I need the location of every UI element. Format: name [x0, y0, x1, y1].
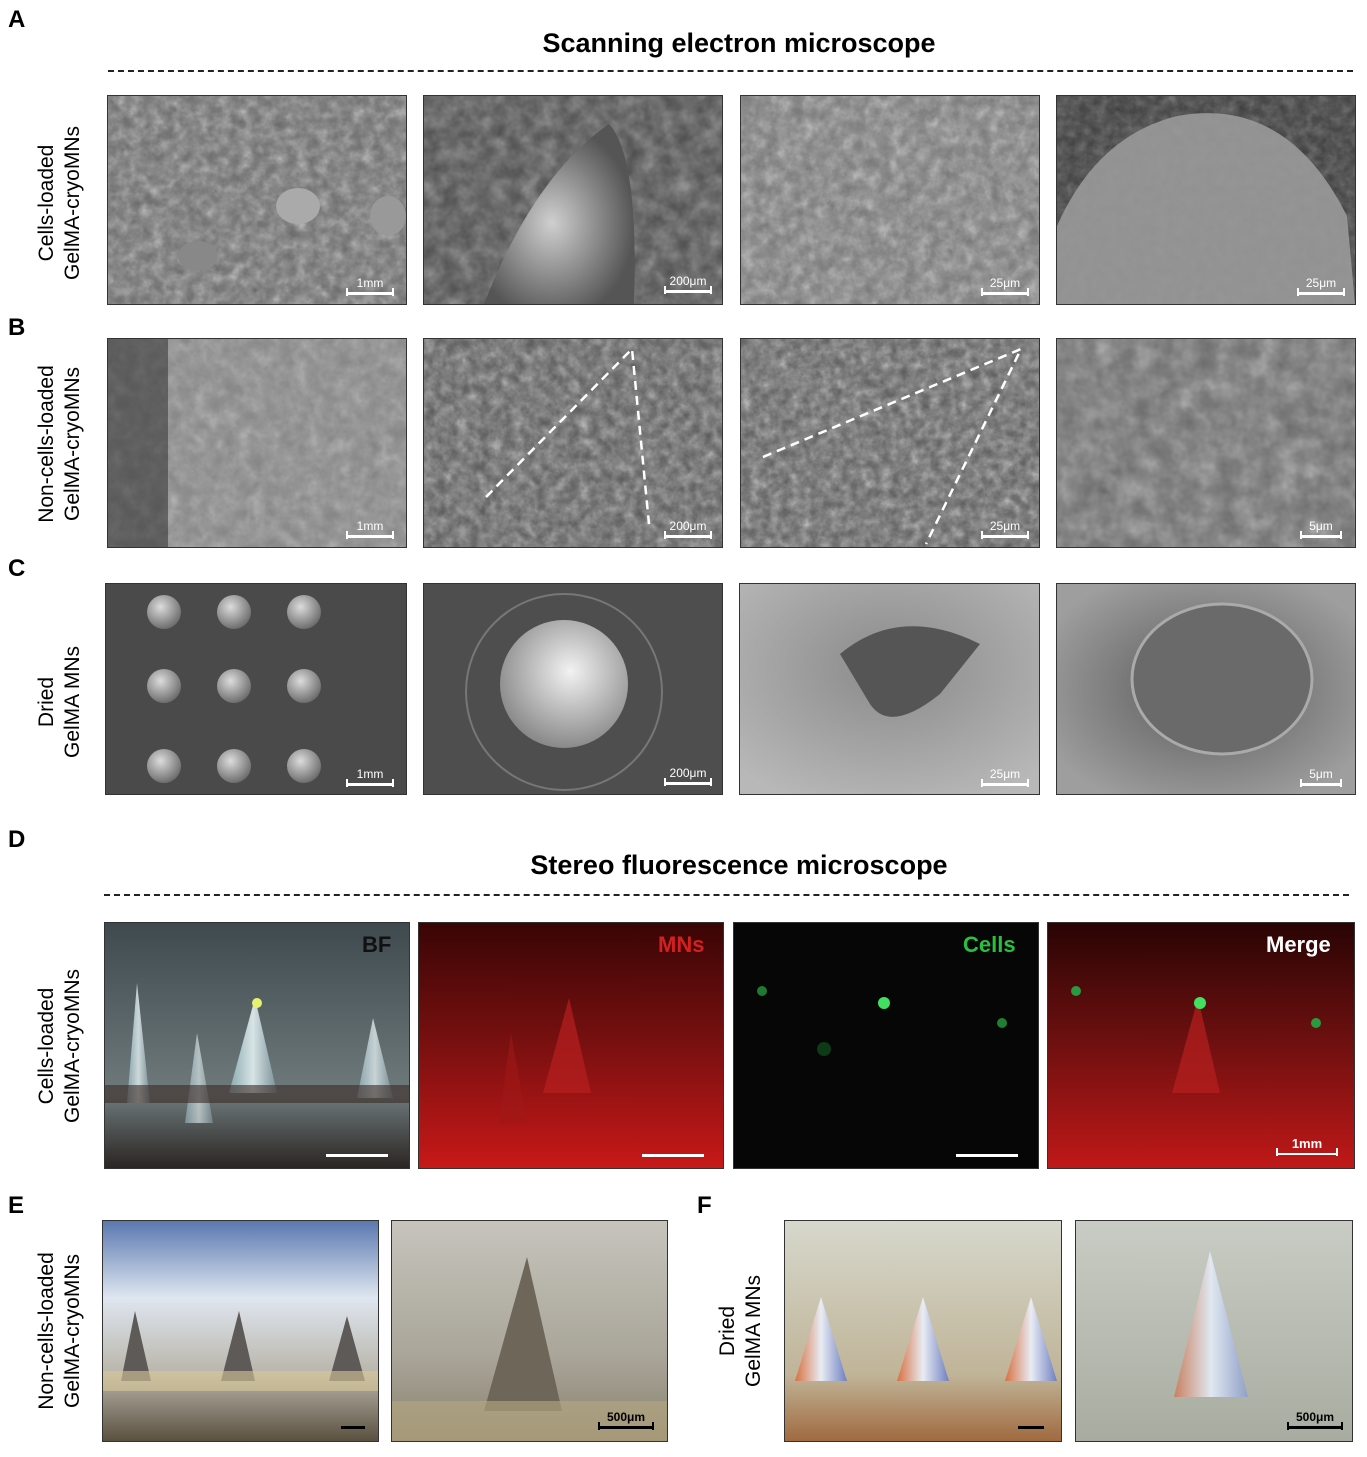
- photo-image-e2: [391, 1220, 668, 1442]
- sem-image-c1: [105, 583, 407, 795]
- scale-bar-e1: [341, 1426, 365, 1429]
- scale-bar-b2: 200μm: [664, 519, 712, 539]
- scale-bar-c1-label: 1mm: [356, 767, 384, 781]
- scale-bar-a1: 1mm: [346, 276, 394, 296]
- scale-bar-a1-label: 1mm: [356, 276, 384, 290]
- scale-bar-a2: 200μm: [664, 274, 712, 294]
- scale-bar-b3: 25μm: [981, 519, 1029, 539]
- row-label-e-line2: GelMA-cryoMNs: [61, 1254, 84, 1409]
- scale-bar-a2-label: 200μm: [669, 274, 707, 288]
- scale-bar-b2-label: 200μm: [669, 519, 707, 533]
- sem-image-a2: [423, 95, 723, 305]
- row-label-d-line2: GelMA-cryoMNs: [61, 969, 84, 1124]
- channel-label-mns: MNs: [658, 932, 705, 957]
- channel-label-bf: BF: [362, 932, 392, 957]
- row-label-f-line1: Dried: [716, 1305, 739, 1357]
- sem-image-a3: [740, 95, 1040, 305]
- panel-letter-c: C: [8, 555, 26, 582]
- photo-image-e1: [102, 1220, 379, 1442]
- row-label-f-line2: GelMA MNs: [742, 1275, 765, 1388]
- row-label-b-line1: Non-cells-loaded: [35, 365, 58, 523]
- row-label-a-line2: GelMA-cryoMNs: [61, 126, 84, 281]
- row-label-f: Dried GelMA MNs: [715, 1231, 767, 1431]
- scale-bar-c1: 1mm: [346, 767, 394, 787]
- row-label-e: Non-cells-loaded GelMA-cryoMNs: [34, 1216, 86, 1446]
- sem-image-c3: [739, 583, 1040, 795]
- photo-image-f1: [784, 1220, 1062, 1442]
- row-label-e-line1: Non-cells-loaded: [35, 1252, 58, 1410]
- sem-image-a1: [107, 95, 407, 305]
- stereo-image-mns: [418, 922, 724, 1169]
- scale-bar-d3: [956, 1154, 1018, 1157]
- scale-bar-b3-label: 25μm: [989, 519, 1021, 533]
- scale-bar-b4: 5μm: [1300, 519, 1342, 539]
- panel-letter-a: A: [8, 6, 26, 33]
- scale-bar-c3-label: 25μm: [989, 767, 1021, 781]
- sem-image-b2: [423, 338, 723, 548]
- row-label-a: Cells-loaded GelMA-cryoMNs: [34, 88, 86, 318]
- sem-image-c2: [423, 583, 723, 795]
- sem-title: Scanning electron microscope: [542, 28, 936, 58]
- photo-image-f2: [1075, 1220, 1353, 1442]
- scale-bar-c2: 200μm: [664, 766, 712, 786]
- scale-bar-c3: 25μm: [981, 767, 1029, 787]
- scale-bar-c2-label: 200μm: [669, 766, 707, 780]
- row-label-b-line2: GelMA-cryoMNs: [61, 367, 84, 522]
- row-label-c-line1: Dried: [35, 676, 58, 728]
- scale-bar-a4-label: 25μm: [1305, 276, 1337, 290]
- channel-label-merge: Merge: [1266, 932, 1331, 957]
- sem-image-b4: [1056, 338, 1356, 548]
- scale-bar-c4: 5μm: [1300, 767, 1342, 787]
- sem-image-a4: [1056, 95, 1356, 305]
- panel-letter-f: F: [697, 1192, 712, 1219]
- scale-bar-c4-label: 5μm: [1309, 767, 1333, 781]
- scale-bar-d4: 1mm: [1276, 1136, 1338, 1156]
- scale-bar-b1: 1mm: [346, 519, 394, 539]
- scale-bar-d4-label: 1mm: [1291, 1136, 1323, 1151]
- row-label-c: Dried GelMA MNs: [34, 587, 86, 817]
- row-label-d: Cells-loaded GelMA-cryoMNs: [34, 931, 86, 1161]
- stereo-image-merge: [1047, 922, 1355, 1169]
- stereo-title: Stereo fluorescence microscope: [530, 850, 948, 880]
- scale-bar-f2-label: 500μm: [1295, 1410, 1335, 1424]
- scale-bar-a3-label: 25μm: [989, 276, 1021, 290]
- scale-bar-f2: 500μm: [1287, 1410, 1343, 1430]
- row-label-c-line2: GelMA MNs: [61, 646, 84, 759]
- scale-bar-e2-label: 500μm: [606, 1410, 646, 1424]
- scale-bar-f1: [1018, 1426, 1044, 1429]
- stereo-image-bf: [104, 922, 410, 1169]
- scale-bar-a4: 25μm: [1297, 276, 1345, 296]
- stereo-image-cells: [733, 922, 1039, 1169]
- scale-bar-b4-label: 5μm: [1309, 519, 1333, 533]
- scale-bar-d2: [642, 1154, 704, 1157]
- scale-bar-e2: 500μm: [598, 1410, 654, 1430]
- stereo-divider: [104, 894, 1349, 896]
- sem-image-b1: [107, 338, 407, 548]
- sem-image-b3: [740, 338, 1040, 548]
- scale-bar-d1: [326, 1154, 388, 1157]
- sem-divider: [108, 70, 1353, 72]
- sem-image-c4: [1056, 583, 1356, 795]
- panel-letter-e: E: [8, 1192, 25, 1219]
- panel-letter-b: B: [8, 314, 26, 341]
- row-label-d-line1: Cells-loaded: [35, 987, 58, 1105]
- panel-letter-d: D: [8, 826, 26, 853]
- row-label-b: Non-cells-loaded GelMA-cryoMNs: [34, 329, 86, 559]
- channel-label-cells: Cells: [963, 932, 1016, 957]
- row-label-a-line1: Cells-loaded: [35, 144, 58, 262]
- scale-bar-a3: 25μm: [981, 276, 1029, 296]
- scale-bar-b1-label: 1mm: [356, 519, 384, 533]
